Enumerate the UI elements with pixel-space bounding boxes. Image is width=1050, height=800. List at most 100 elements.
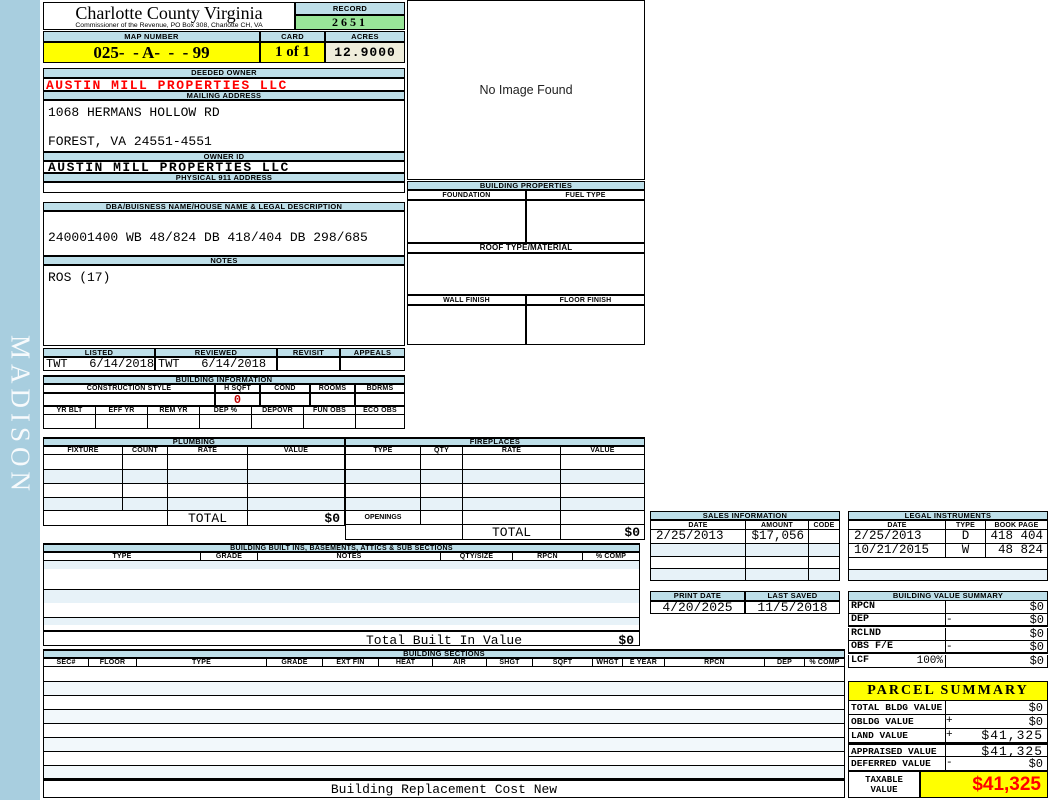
bs-floor-label: FLOOR (89, 659, 137, 666)
fireplaces-title: FIREPLACES (345, 437, 645, 446)
bvs-op: - (946, 613, 953, 626)
building-information-row2-headers: YR BLT EFF YR REM YR DEP % DEPOVR FUN OB… (43, 406, 405, 415)
record-label: RECORD (295, 2, 405, 15)
bvs-value: $0 (1029, 613, 1044, 627)
cond-label: COND (260, 384, 310, 393)
wall-finish-value (407, 305, 526, 345)
sales-headers: DATE AMOUNT CODE (650, 520, 840, 530)
madison-watermark: MADISON (5, 335, 36, 497)
li-date: 10/21/2015 (849, 544, 946, 557)
fp-rate-label: RATE (463, 447, 561, 454)
bvs-row: OBS F/E - $0 (848, 641, 1048, 654)
sales-amount-label: AMOUNT (746, 521, 809, 529)
legal-instruments-headers: DATE TYPE BOOK PAGE (848, 520, 1048, 530)
bvs-value: $0 (1029, 640, 1044, 654)
rate-label: RATE (168, 447, 248, 454)
parcel-label: LAND VALUE (849, 729, 946, 742)
parcel-summary-title: PARCEL SUMMARY (848, 681, 1048, 701)
building-information-title: BUILDING INFORMATION (43, 375, 405, 384)
hsqft-value: 0 (215, 393, 260, 407)
building-sections-title: BUILDING SECTIONS (43, 649, 845, 658)
building-information-row2-values (43, 415, 405, 429)
bvs-op (946, 601, 958, 613)
li-type-label: TYPE (946, 521, 986, 529)
building-value-summary-title: BUILDING VALUE SUMMARY (848, 591, 1048, 601)
li-bookpage: 48 824 (997, 543, 1043, 558)
record-value: 2651 (295, 15, 405, 30)
reviewed-value: TWT 6/14/2018 (155, 357, 277, 371)
bs-shgt-label: SHGT (487, 659, 533, 666)
county-title: Charlotte County Virginia (75, 3, 263, 23)
bi-qtysize-label: QTY/SIZE (441, 553, 513, 560)
dba-label: DBA/BUISNESS NAME/HOUSE NAME & LEGAL DES… (43, 202, 405, 211)
photo-placeholder: No Image Found (407, 0, 645, 180)
bvs-op (946, 655, 958, 667)
taxable-label-line2: VALUE (870, 784, 898, 795)
cond-value (260, 393, 310, 406)
revisit-value (277, 357, 340, 371)
map-number-label: MAP NUMBER (43, 31, 260, 42)
effyr-label: EFF YR (96, 407, 148, 414)
foundation-label: FOUNDATION (407, 190, 526, 200)
sales-date: 2/25/2013 (651, 530, 746, 543)
value-label: VALUE (283, 447, 309, 454)
li-type: W (946, 544, 986, 557)
deeded-owner-label: DEEDED OWNER (43, 68, 405, 78)
foundation-value (407, 200, 526, 243)
fireplaces-total-row: TOTAL $0 (345, 525, 645, 540)
bs-air-label: AIR (433, 659, 487, 666)
remyr-label: REM YR (148, 407, 200, 414)
notes-value: ROS (17) (48, 270, 111, 285)
li-bookpage: 418 404 (990, 529, 1043, 544)
parcel-value: $0 (1028, 700, 1043, 715)
acres-value: 12.9000 (325, 42, 405, 63)
sales-date-label: DATE (651, 521, 746, 529)
building-sections-headers: SEC# FLOOR TYPE GRADE EXT FIN HEAT AIR S… (43, 658, 845, 667)
mailing-line1: 1068 HERMANS HOLLOW RD (48, 105, 220, 120)
parcel-row: APPRAISED VALUE $41,325 (848, 743, 1048, 758)
mailing-address-box: 1068 HERMANS HOLLOW RD FOREST, VA 24551-… (43, 100, 405, 152)
last-saved-label: LAST SAVED (745, 591, 840, 601)
built-ins-title: BUILDING BUILT INS, BASEMENTS, ATTICS & … (43, 543, 640, 552)
roof-type-value (407, 253, 645, 295)
county-subtitle: Commissioner of the Revenue, PO Box 308,… (75, 22, 263, 29)
plumbing-total-value: $0 (324, 510, 340, 526)
legal-instrument-row: 10/21/2015 W 48 824 (848, 544, 1048, 558)
bvs-value: $0 (1029, 600, 1044, 614)
ecoobs-label: ECO OBS (363, 407, 397, 414)
fp-qty-label: QTY (421, 447, 463, 454)
deeded-owner-value: AUSTIN MILL PROPERTIES LLC (43, 78, 405, 92)
building-properties-title: BUILDING PROPERTIES (407, 181, 645, 190)
reviewed-label: REVIEWED (155, 348, 277, 357)
bi-notes-label: NOTES (258, 553, 441, 560)
parcel-row: OBLDG VALUE + $0 (848, 715, 1048, 729)
fuel-type-value (526, 200, 645, 243)
built-ins-total-row: Total Built In Value $0 (43, 631, 640, 648)
fuel-type-label: FUEL TYPE (526, 190, 645, 200)
bvs-value: $0 (1029, 654, 1044, 668)
fixture-label: FIXTURE (44, 447, 123, 454)
no-image-text: No Image Found (479, 83, 573, 97)
physical-911-value (43, 182, 405, 193)
rooms-value (310, 393, 355, 406)
listed-label: LISTED (43, 348, 155, 357)
fireplaces-total-value: $0 (624, 524, 640, 540)
funobs-label: FUN OBS (304, 407, 356, 414)
parcel-row: TOTAL BLDG VALUE $0 (848, 701, 1048, 715)
plumbing-title: PLUMBING (43, 437, 345, 446)
bvs-op (946, 628, 958, 640)
bvs-value: $0 (1029, 627, 1044, 641)
notes-label: NOTES (43, 256, 405, 265)
bvs-row: DEP - $0 (848, 614, 1048, 627)
appeals-value (340, 357, 405, 371)
sales-title: SALES INFORMATION (650, 511, 840, 520)
fireplaces-openings-row: OPENINGS (345, 511, 645, 525)
sales-code-label: CODE (813, 521, 835, 529)
parcel-row: LAND VALUE + $41,325 (848, 729, 1048, 743)
plumbing-total-row: TOTAL $0 (43, 511, 345, 526)
parcel-row: DEFERRED VALUE - $0 (848, 757, 1048, 771)
fp-value-label: VALUE (590, 447, 615, 454)
building-sections-footer: Building Replacement Cost New (43, 779, 845, 798)
bi-rpcn-label: RPCN (513, 553, 583, 560)
